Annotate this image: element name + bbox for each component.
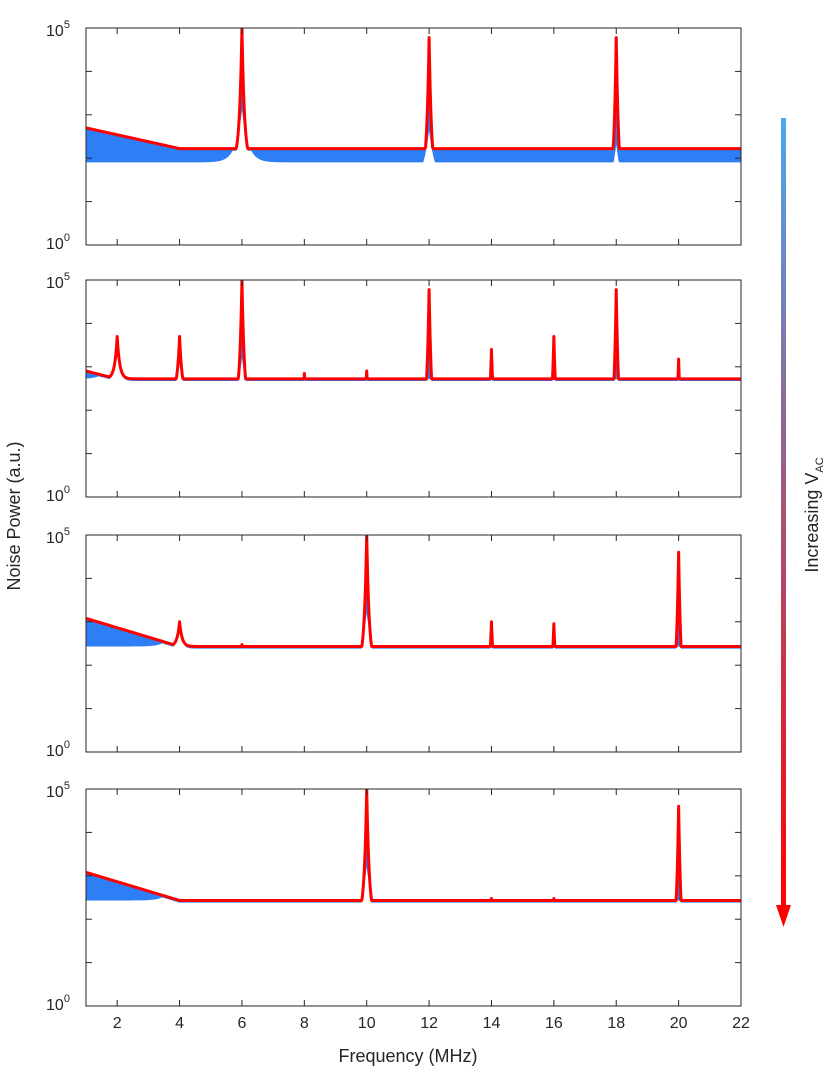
x-tick-label: 12 bbox=[420, 1015, 438, 1032]
arrow-label-main: Increasing V bbox=[802, 473, 822, 573]
y-tick-label-min-base: 10 bbox=[46, 236, 64, 253]
x-tick-label: 10 bbox=[358, 1015, 376, 1032]
y-tick-label-max-exp: 5 bbox=[64, 19, 70, 31]
y-tick-label-max: 105 bbox=[46, 19, 70, 40]
axes-box bbox=[85, 534, 742, 753]
envelope-line bbox=[86, 535, 741, 648]
y-tick-label-min-exp: 0 bbox=[64, 993, 70, 1005]
envelope-line bbox=[86, 28, 741, 151]
y-tick-label-min-exp: 0 bbox=[64, 739, 70, 751]
x-tick-label: 18 bbox=[607, 1015, 625, 1032]
y-tick-label-max-exp: 5 bbox=[64, 526, 70, 538]
y-tick-label-max: 105 bbox=[46, 271, 70, 292]
increasing-vac-arrow bbox=[776, 118, 791, 927]
y-tick-label-min-base: 10 bbox=[46, 743, 64, 760]
x-tick-label: 14 bbox=[483, 1015, 501, 1032]
y-tick-label-max-base: 10 bbox=[46, 275, 64, 292]
y-axis-title: Noise Power (a.u.) bbox=[4, 441, 24, 590]
x-tick-label: 6 bbox=[237, 1015, 246, 1032]
x-tick-label: 22 bbox=[732, 1015, 750, 1032]
x-tick-label: 2 bbox=[113, 1015, 122, 1032]
y-tick-label-max-base: 10 bbox=[46, 23, 64, 40]
arrow-head bbox=[776, 905, 791, 927]
y-tick-label-min: 100 bbox=[46, 232, 70, 253]
arrow-label: Increasing VAC bbox=[802, 457, 826, 572]
noise-fill-area bbox=[86, 535, 741, 649]
envelope-line bbox=[86, 789, 741, 902]
y-tick-label-min-exp: 0 bbox=[64, 232, 70, 244]
y-tick-label-max-exp: 5 bbox=[64, 271, 70, 283]
envelope-line bbox=[86, 280, 741, 381]
x-tick-label: 4 bbox=[175, 1015, 184, 1032]
y-tick-label-max-base: 10 bbox=[46, 784, 64, 801]
noise-fill-area bbox=[86, 280, 741, 382]
x-tick-label: 16 bbox=[545, 1015, 563, 1032]
axes-box bbox=[85, 788, 742, 1007]
noise-fill-area bbox=[86, 789, 741, 903]
axes-box bbox=[85, 27, 742, 246]
x-tick-label: 8 bbox=[300, 1015, 309, 1032]
y-tick-label-min-base: 10 bbox=[46, 997, 64, 1014]
y-tick-label-min: 100 bbox=[46, 993, 70, 1014]
noise-fill-area bbox=[86, 28, 741, 163]
x-tick-label: 20 bbox=[670, 1015, 688, 1032]
y-tick-label-max: 105 bbox=[46, 526, 70, 547]
y-tick-label-max-base: 10 bbox=[46, 530, 64, 547]
axes-box bbox=[85, 279, 742, 498]
y-tick-label-max: 105 bbox=[46, 780, 70, 801]
y-tick-label-min: 100 bbox=[46, 484, 70, 505]
y-tick-label-min: 100 bbox=[46, 739, 70, 760]
arrow-shaft bbox=[781, 118, 786, 910]
y-tick-label-min-exp: 0 bbox=[64, 484, 70, 496]
x-axis-title: Frequency (MHz) bbox=[338, 1046, 477, 1066]
y-tick-label-min-base: 10 bbox=[46, 488, 64, 505]
y-tick-label-max-exp: 5 bbox=[64, 780, 70, 792]
arrow-label-sub: AC bbox=[814, 457, 826, 472]
